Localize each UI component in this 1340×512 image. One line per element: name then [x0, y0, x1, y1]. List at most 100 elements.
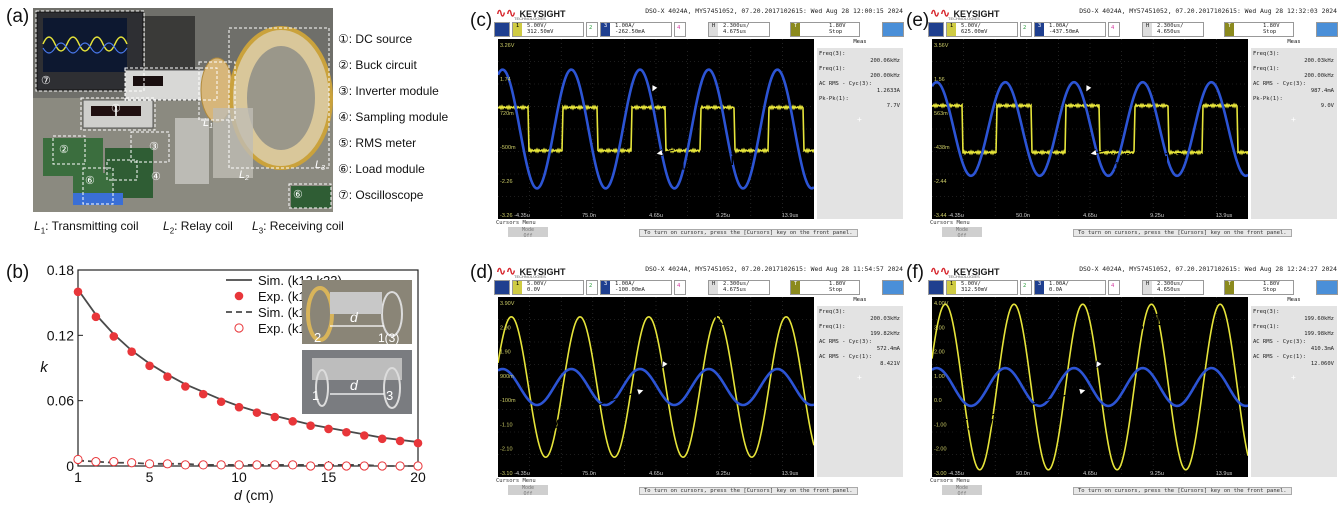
keysight-logo: ∿∿ KEYSIGHT	[930, 264, 999, 278]
x-tick-label: 4.65u	[649, 213, 663, 219]
trace-label-0: u1 [5V/div]	[680, 36, 758, 59]
scope-e: ∿∿ KEYSIGHT TECHNOLOGIES DSO-X 4024A, MY57…	[928, 6, 1339, 239]
trigger-settings[interactable]: T 1.80V Stop	[790, 280, 860, 295]
channel-3-badge: 3	[1035, 281, 1044, 294]
photo-label-buck: ②	[59, 144, 69, 156]
channel-3-settings[interactable]: 3 1.00A/0.0A	[1034, 280, 1106, 295]
channel-4-badge: 4	[677, 25, 681, 31]
exp-k13-point	[180, 460, 190, 470]
meas-label-0: Freq(3):	[1253, 51, 1280, 57]
channel-2-settings[interactable]: 2	[586, 22, 598, 37]
mode-label: Mode	[955, 227, 969, 233]
mode-off-button[interactable]: Mode Off	[942, 227, 982, 239]
x-tick-label: -4.35u	[514, 213, 530, 219]
scope-menu-button[interactable]	[494, 280, 510, 295]
channel-1-offset: 625.00mV	[961, 29, 988, 35]
panel-e-label: (e)	[906, 10, 930, 31]
x-tick-label: 1	[74, 469, 82, 485]
meas-label-0: Freq(3):	[819, 51, 846, 57]
channel-3-settings[interactable]: 3 1.00A/-262.50mA	[600, 22, 672, 37]
trigger-settings[interactable]: T 1.80V Stop	[1224, 22, 1294, 37]
channel-3-offset: -437.50mA	[1049, 29, 1079, 35]
scope-d: ∿∿ KEYSIGHT TECHNOLOGIES DSO-X 4024A, MY57…	[494, 264, 905, 497]
channel-3-trace	[498, 68, 814, 190]
channel-1-offset: 312.50mV	[527, 29, 554, 35]
channel-1-scale: 5.00V/	[961, 281, 981, 287]
panel-f-label: (f)	[906, 262, 924, 283]
horizontal-badge: H	[709, 23, 718, 36]
channel-4-settings[interactable]: 4	[674, 22, 686, 37]
panel-c-label: (c)	[470, 10, 493, 31]
exp-k13-point	[127, 458, 137, 468]
y-tick-label: -2.10	[500, 447, 513, 453]
scope-menu-button[interactable]	[928, 22, 944, 37]
trace-label-0: u3 [5V/div]	[694, 310, 772, 333]
mode-off-button[interactable]: Mode Off	[942, 485, 982, 497]
display-button[interactable]	[1316, 280, 1338, 295]
channel-3-settings[interactable]: 3 1.00A/-437.50mA	[1034, 22, 1106, 37]
meas-value-0: 200.03kHz	[870, 316, 900, 322]
x-tick-label: 9.25u	[716, 471, 730, 477]
channel-1-settings[interactable]: 1 5.00V/0.0V	[512, 280, 584, 295]
exp-k12-k23-point	[270, 412, 280, 422]
channel-1-settings[interactable]: 1 5.00V/312.50mV	[946, 280, 1018, 295]
x-tick-label: 9.25u	[1150, 471, 1164, 477]
chart-inset-photos: 2 d 1(3) 1 d 3	[302, 280, 412, 414]
y-tick-label: 3.00	[934, 325, 945, 331]
cursors-menu-label: Cursors Menu	[496, 220, 536, 226]
time-per-div: 2.300us/	[1157, 281, 1184, 287]
y-tick-label: 1.00	[934, 374, 945, 380]
photo-label-l2: L2	[239, 169, 249, 182]
scope-menu-button[interactable]	[494, 22, 510, 37]
mode-off-button[interactable]: Mode Off	[508, 485, 548, 497]
exp-k12-k23-point	[216, 397, 226, 407]
scope-menu-button[interactable]	[928, 280, 944, 295]
time-delay: 4.675us	[723, 287, 747, 293]
brand-sub: TECHNOLOGIES	[948, 16, 980, 21]
horizontal-settings[interactable]: H 2.300us/4.675us	[708, 280, 770, 295]
channel-1-settings[interactable]: 1 5.00V/312.50mV	[512, 22, 584, 37]
channel-2-settings[interactable]: 2	[1020, 22, 1032, 37]
display-button[interactable]	[1316, 22, 1338, 37]
scope-control-bar: 1 5.00V/312.50mV 2 3 1.00A/0.0A 4 H 2.300us/4.6…	[928, 278, 1339, 296]
y-tick-label: -3.00	[934, 471, 947, 477]
exp-k12-k23-point	[360, 431, 369, 440]
trigger-level: 1.80V	[1263, 281, 1280, 287]
horizontal-settings[interactable]: H 2.300us/4.675us	[708, 22, 770, 37]
x-tick-label: 4.65u	[1083, 471, 1097, 477]
trigger-settings[interactable]: T 1.80V Stop	[790, 22, 860, 37]
x-tick-label: 4.65u	[649, 471, 663, 477]
mode-label: Mode	[521, 485, 535, 491]
channel-4-settings[interactable]: 4	[1108, 22, 1120, 37]
meas-label-2: AC RMS - Cyc(3):	[819, 339, 872, 345]
y-tick-label: 0.18	[47, 262, 74, 278]
channel-4-settings[interactable]: 4	[1108, 280, 1120, 295]
trigger-settings[interactable]: T 1.80V Stop	[1224, 280, 1294, 295]
channel-1-settings[interactable]: 1 5.00V/625.00mV	[946, 22, 1018, 37]
horizontal-settings[interactable]: H 2.300us/4.650us	[1142, 280, 1204, 295]
waveform-display: 3.90V 2.90 1.90 900m -100m -1.10 -2.10 -3.10 -4.…	[498, 297, 814, 477]
display-button[interactable]	[882, 280, 904, 295]
channel-4-settings[interactable]: 4	[674, 280, 686, 295]
channel-3-badge: 3	[601, 23, 610, 36]
x-tick-label: 75.0n	[582, 471, 596, 477]
channel-3-settings[interactable]: 3 1.00A/-100.00mA	[600, 280, 672, 295]
meas-label-3: AC RMS - Cyc(1):	[819, 354, 872, 360]
channel-2-settings[interactable]: 2	[1020, 280, 1032, 295]
mode-off-button[interactable]: Mode Off	[508, 227, 548, 239]
channel-1-badge: 1	[513, 281, 522, 294]
channel-4-badge: 4	[1111, 283, 1115, 289]
x-tick-label: -4.35u	[948, 471, 964, 477]
horizontal-settings[interactable]: H 2.300us/4.650us	[1142, 22, 1204, 37]
photo-label-l3: L3	[315, 159, 325, 172]
meas-title: Meas	[817, 39, 903, 48]
inset-coil-3	[383, 367, 401, 409]
y-tick-label: 4.00V	[934, 301, 949, 307]
exp-k13-point	[306, 461, 316, 471]
channel-2-settings[interactable]: 2	[586, 280, 598, 295]
display-button[interactable]	[882, 22, 904, 37]
y-tick-label: 2.90	[500, 325, 511, 331]
y-tick-label: 2.00	[934, 350, 945, 356]
scope-f: ∿∿ KEYSIGHT TECHNOLOGIES DSO-X 4024A, MY57…	[928, 264, 1339, 497]
